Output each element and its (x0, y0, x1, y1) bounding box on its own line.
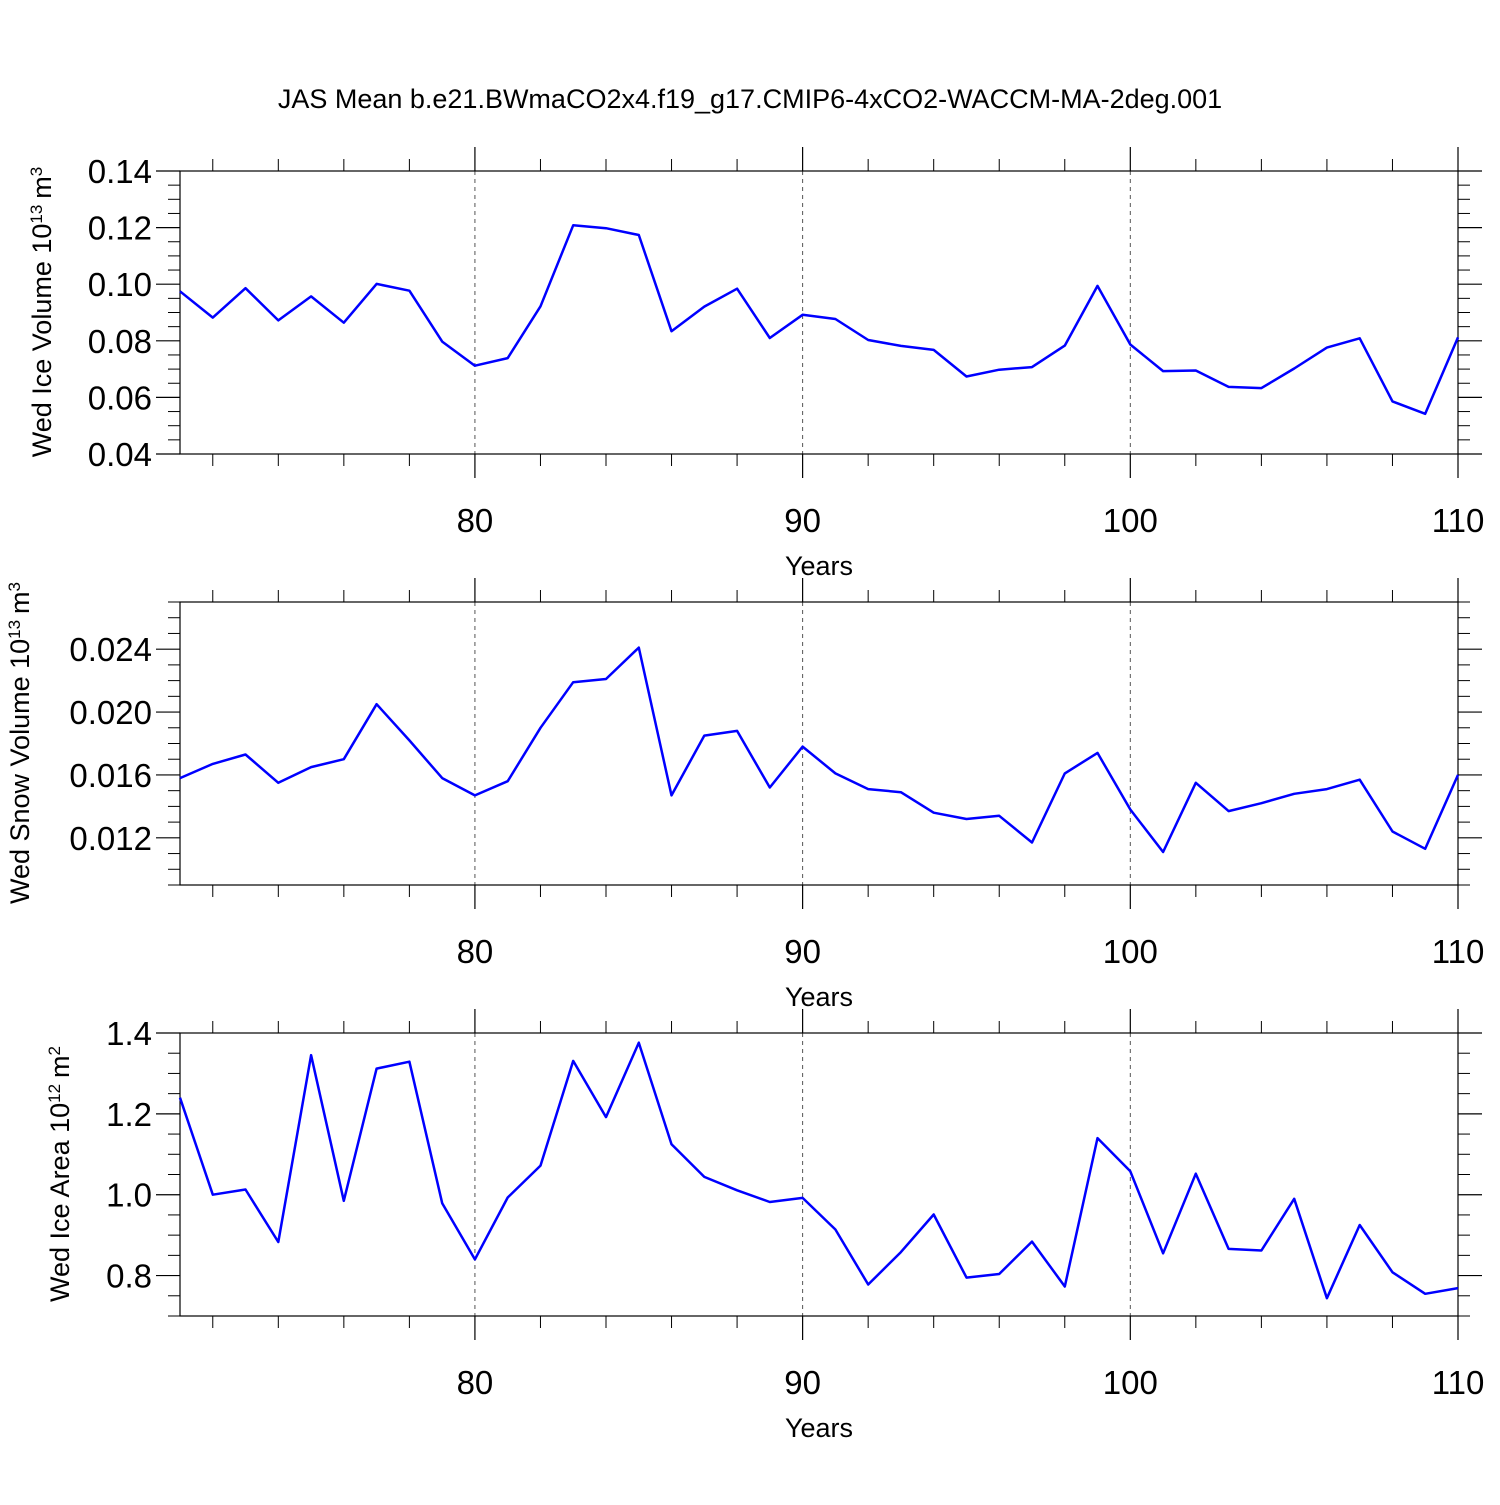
x-tick-labels: 80 90 100 110 (457, 502, 1485, 539)
y-axis-title-unit-exponent: 2 (45, 1046, 64, 1055)
y-axis-title-unit: m (27, 176, 57, 199)
x-grid (474, 171, 1131, 454)
x-tick-label: 110 (1432, 502, 1485, 539)
y-tick-labels: 0.012 0.016 0.020 0.024 (69, 631, 152, 857)
y-axis-title: Wed Snow Volume 1013 m3 (5, 582, 36, 904)
minor-ticks (168, 1021, 1470, 1328)
x-tick-labels: 80 90 100 110 (457, 933, 1485, 970)
y-axis-title-exponent: 12 (45, 1084, 64, 1103)
x-axis-title: Years (785, 982, 853, 1012)
y-axis-title-unit: m (5, 591, 35, 614)
major-ticks (156, 578, 1482, 909)
ice-volume-line (179, 224, 1460, 416)
major-ticks (156, 147, 1482, 478)
y-axis-title-text: Wed Ice Volume 10 (27, 224, 57, 458)
x-grid (474, 602, 1131, 885)
y-tick-labels: 0.8 1.0 1.2 1.4 (106, 1015, 152, 1295)
x-axis-title: Years (785, 1413, 853, 1443)
y-axis-title-unit: m (45, 1055, 75, 1078)
x-tick-label: 80 (457, 502, 494, 539)
y-axis-title-unit-exponent: 3 (27, 167, 46, 176)
y-tick-label: 0.10 (88, 266, 152, 303)
x-tick-label: 100 (1103, 502, 1158, 539)
y-axis-title-exponent: 13 (27, 205, 46, 224)
plot-frame (179, 601, 1459, 886)
y-tick-label: 0.012 (69, 820, 152, 857)
x-axis-title: Years (785, 551, 853, 581)
ice-area-line (178, 1041, 1459, 1300)
x-tick-label: 110 (1432, 1364, 1485, 1401)
x-tick-label: 90 (784, 1364, 821, 1401)
y-tick-label: 0.14 (88, 153, 152, 190)
x-tick-labels: 80 90 100 110 (457, 1364, 1485, 1401)
x-tick-label: 110 (1432, 933, 1485, 970)
y-tick-label: 0.020 (69, 694, 152, 731)
y-axis-title: Wed Ice Volume 1013 m3 (27, 167, 58, 458)
panel-ice-volume: 0.04 0.06 0.08 0.10 0.12 0.14 80 90 100 110 Year… (27, 147, 1485, 581)
plot-frame (179, 1032, 1459, 1317)
minor-ticks (168, 590, 1470, 897)
y-tick-label: 1.0 (106, 1177, 152, 1214)
y-tick-label: 0.12 (88, 210, 152, 247)
major-ticks (156, 1009, 1482, 1340)
panel-ice-area: 0.8 1.0 1.2 1.4 80 90 100 110 Years Wed Ice Ar… (45, 1009, 1485, 1443)
y-tick-label: 0.04 (88, 436, 152, 473)
y-axis-title-exponent: 13 (5, 620, 24, 639)
y-tick-label: 0.06 (88, 379, 152, 416)
y-axis-title: Wed Ice Area 1012 m2 (45, 1046, 76, 1302)
y-tick-label: 0.08 (88, 323, 152, 360)
y-tick-label: 1.4 (106, 1015, 152, 1052)
plot-frame (179, 170, 1459, 455)
snow-volume-line (179, 646, 1460, 854)
y-tick-label: 0.024 (69, 631, 152, 668)
y-tick-label: 1.2 (106, 1096, 152, 1133)
x-grid (474, 1033, 1131, 1316)
y-axis-title-unit-exponent: 3 (5, 582, 24, 591)
y-axis-title-text: Wed Ice Area 10 (45, 1103, 75, 1302)
figure-title: JAS Mean b.e21.BWmaCO2x4.f19_g17.CMIP6-4… (278, 84, 1222, 114)
panel-snow-volume: 0.012 0.016 0.020 0.024 80 90 100 110 Years We… (5, 578, 1485, 1012)
x-tick-label: 80 (457, 1364, 494, 1401)
y-tick-label: 0.8 (106, 1258, 152, 1295)
y-axis-title-text: Wed Snow Volume 10 (5, 639, 35, 904)
x-tick-label: 100 (1103, 933, 1158, 970)
y-tick-labels: 0.04 0.06 0.08 0.10 0.12 0.14 (88, 153, 152, 473)
x-tick-label: 100 (1103, 1364, 1158, 1401)
y-tick-label: 0.016 (69, 757, 152, 794)
x-tick-label: 80 (457, 933, 494, 970)
minor-ticks (168, 159, 1470, 466)
x-tick-label: 90 (784, 933, 821, 970)
x-tick-label: 90 (784, 502, 821, 539)
